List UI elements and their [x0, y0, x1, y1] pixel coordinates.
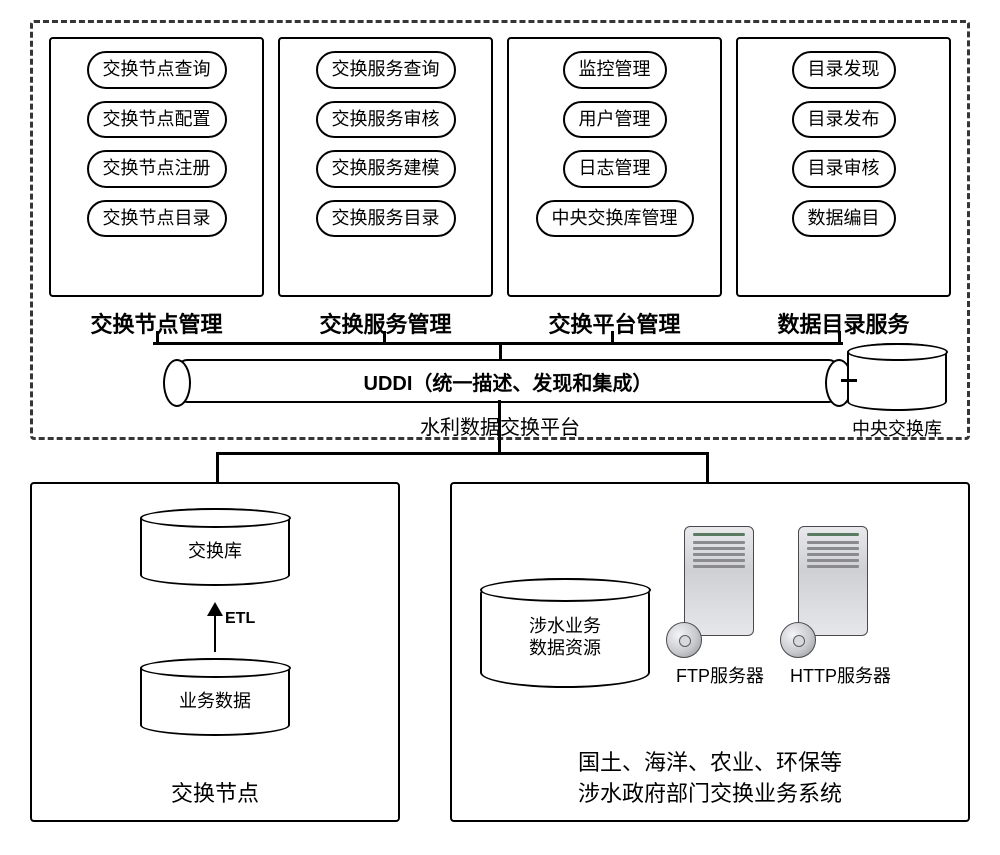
pill-cat-audit: 目录审核	[792, 150, 896, 188]
pill-svc-catalog: 交换服务目录	[316, 200, 456, 238]
ftp-server-wrap: FTP服务器	[676, 526, 764, 688]
water-db-label-1: 涉水业务	[529, 616, 601, 636]
pill-monitor: 监控管理	[563, 51, 667, 89]
col-catalog-svc: 目录发现 目录发布 目录审核 数据编目 数据目录服务	[736, 37, 951, 339]
col-box-node-mgmt: 交换节点查询 交换节点配置 交换节点注册 交换节点目录	[49, 37, 264, 297]
col-title-catalog-svc: 数据目录服务	[777, 307, 909, 339]
exchange-node-box: 交换库 ETL 业务数据 交换节点	[30, 482, 400, 822]
exchange-db-label: 交换库	[188, 540, 242, 563]
http-server-label: HTTP服务器	[790, 662, 891, 688]
connector-hline-cols	[153, 342, 843, 345]
uddi-bus-label: UDDI（统一描述、发现和集成）	[364, 367, 653, 396]
gov-system-box: 涉水业务数据资源 FTP服务器 HTTP服务器 国土、海洋、农业、环保等 涉水政…	[450, 482, 970, 822]
connector-vline-col4	[838, 331, 841, 343]
business-db-label: 业务数据	[179, 690, 251, 713]
gov-title-line2: 涉水政府部门交换业务系统	[578, 781, 842, 806]
col-box-catalog-svc: 目录发现 目录发布 目录审核 数据编目	[736, 37, 951, 297]
pill-svc-query: 交换服务查询	[316, 51, 456, 89]
pill-node-config: 交换节点配置	[87, 101, 227, 139]
connector-vline-to-bus	[499, 342, 502, 360]
pill-node-catalog: 交换节点目录	[87, 200, 227, 238]
pill-cat-discover: 目录发现	[792, 51, 896, 89]
management-columns-row: 交换节点查询 交换节点配置 交换节点注册 交换节点目录 交换节点管理 交换服务查…	[33, 23, 967, 339]
connector-vline-col3	[611, 331, 614, 343]
pill-user: 用户管理	[563, 101, 667, 139]
connector-to-left-box	[216, 452, 219, 483]
pill-cat-publish: 目录发布	[792, 101, 896, 139]
pill-cat-encode: 数据编目	[792, 200, 896, 238]
platform-container: 交换节点查询 交换节点配置 交换节点注册 交换节点目录 交换节点管理 交换服务查…	[30, 20, 970, 440]
pill-svc-model: 交换服务建模	[316, 150, 456, 188]
exchange-node-title: 交换节点	[32, 779, 398, 810]
connector-bus-to-db	[841, 379, 857, 382]
central-db-icon	[847, 343, 947, 411]
pill-node-register: 交换节点注册	[87, 150, 227, 188]
gov-system-title: 国土、海洋、农业、环保等 涉水政府部门交换业务系统	[452, 748, 968, 810]
ftp-server-icon	[676, 526, 762, 652]
connector-bus-down	[498, 400, 501, 454]
exchange-db-icon: 交换库	[140, 508, 290, 586]
col-service-mgmt: 交换服务查询 交换服务审核 交换服务建模 交换服务目录 交换服务管理	[278, 37, 493, 339]
col-box-service-mgmt: 交换服务查询 交换服务审核 交换服务建模 交换服务目录	[278, 37, 493, 297]
water-db-icon: 涉水业务数据资源	[480, 578, 650, 688]
water-db-wrap: 涉水业务数据资源	[480, 578, 650, 688]
col-platform-mgmt: 监控管理 用户管理 日志管理 中央交换库管理 交换平台管理	[507, 37, 722, 339]
pill-log: 日志管理	[563, 150, 667, 188]
etl-label: ETL	[225, 610, 255, 628]
col-title-platform-mgmt: 交换平台管理	[548, 307, 680, 339]
etl-line	[214, 616, 217, 652]
col-node-mgmt: 交换节点查询 交换节点配置 交换节点注册 交换节点目录 交换节点管理	[49, 37, 264, 339]
uddi-bus: UDDI（统一描述、发现和集成）	[173, 359, 843, 403]
ftp-server-label: FTP服务器	[676, 662, 764, 688]
connector-to-right-box	[706, 452, 709, 483]
gov-inner-row: 涉水业务数据资源 FTP服务器 HTTP服务器	[480, 526, 891, 688]
connector-split-h	[216, 452, 708, 455]
water-db-label-2: 数据资源	[529, 638, 601, 658]
etl-arrow-icon	[207, 602, 223, 616]
business-db-icon: 业务数据	[140, 658, 290, 736]
connector-vline-col2	[383, 331, 386, 343]
connector-vline-col1	[156, 331, 159, 343]
pill-node-query: 交换节点查询	[87, 51, 227, 89]
col-box-platform-mgmt: 监控管理 用户管理 日志管理 中央交换库管理	[507, 37, 722, 297]
pill-svc-audit: 交换服务审核	[316, 101, 456, 139]
gov-title-line1: 国土、海洋、农业、环保等	[578, 750, 842, 775]
pill-central-db-mgmt: 中央交换库管理	[536, 200, 694, 238]
http-server-icon	[790, 526, 876, 652]
http-server-wrap: HTTP服务器	[790, 526, 891, 688]
